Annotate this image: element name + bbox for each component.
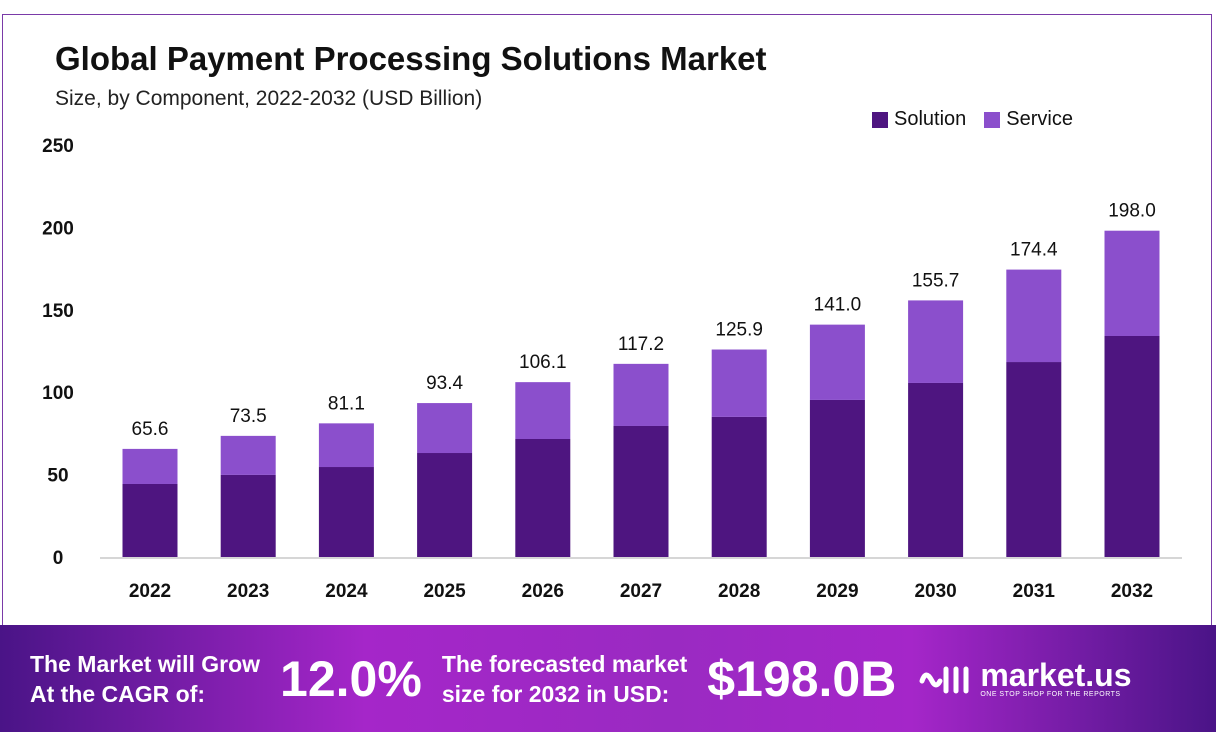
x-tick-label: 2027	[620, 581, 662, 602]
y-tick-label: 50	[47, 466, 68, 487]
y-tick-label: 200	[42, 218, 74, 239]
bar-solution	[809, 399, 865, 557]
legend: Solution Service	[872, 108, 1073, 131]
bar-service	[613, 363, 669, 426]
total-label: 117.2	[618, 334, 664, 355]
legend-item-solution: Solution	[872, 108, 966, 131]
x-tick-label: 2032	[1111, 581, 1153, 602]
total-label: 174.4	[1010, 240, 1058, 261]
footer-banner: The Market will Grow At the CAGR of: 12.0…	[0, 625, 1216, 732]
legend-label: Solution	[894, 108, 967, 130]
x-tick-label: 2029	[816, 581, 858, 602]
cagr-label-line: At the CAGR of:	[30, 680, 206, 707]
x-tick-label: 2025	[423, 581, 466, 602]
bar-service	[417, 403, 473, 454]
y-tick-label: 150	[42, 301, 74, 322]
bar-solution	[318, 467, 374, 557]
x-tick-label: 2026	[522, 581, 564, 602]
bar-service	[908, 300, 964, 383]
forecast-label: The forecasted market size for 2032 in US…	[442, 649, 687, 709]
bar-solution	[122, 483, 178, 557]
x-tick-label: 2024	[325, 581, 368, 602]
logo-icon	[919, 666, 969, 693]
cagr-label: The Market will Grow At the CAGR of:	[30, 649, 260, 709]
cagr-label-line: The Market will Grow	[30, 650, 261, 677]
legend-label: Service	[1006, 108, 1073, 130]
legend-item-service: Service	[984, 108, 1073, 131]
total-label: 73.5	[230, 406, 267, 427]
forecast-label-line: size for 2032 in USD:	[441, 680, 670, 707]
total-label: 155.7	[912, 270, 960, 291]
forecast-label-line: The forecasted market	[441, 650, 688, 677]
bar-solution	[1006, 362, 1062, 557]
cagr-value: 12.0%	[280, 650, 422, 707]
y-tick-label: 250	[42, 136, 74, 157]
bar-service	[1006, 269, 1062, 363]
total-label: 198.0	[1108, 201, 1156, 222]
total-label: 81.1	[328, 393, 365, 414]
x-tick-label: 2030	[914, 581, 956, 602]
x-tick-label: 2022	[129, 581, 171, 602]
bar-solution	[1104, 336, 1160, 557]
forecast-value: $198.0B	[707, 650, 897, 707]
total-label: 106.1	[519, 352, 567, 373]
bar-service	[122, 448, 178, 484]
bar-solution	[220, 474, 276, 557]
bar-solution	[613, 425, 669, 557]
total-label: 65.6	[132, 419, 169, 440]
bar-solution	[711, 416, 767, 557]
total-label: 93.4	[426, 373, 463, 394]
bar-service	[711, 349, 767, 417]
bar-service	[809, 324, 865, 400]
bar-solution	[515, 439, 571, 557]
bar-service	[220, 435, 276, 475]
y-tick-label: 100	[42, 383, 74, 404]
total-label: 141.0	[814, 295, 862, 316]
legend-swatch	[984, 111, 1001, 128]
x-tick-label: 2023	[227, 581, 269, 602]
total-label: 125.9	[715, 320, 763, 341]
chart-subtitle: Size, by Component, 2022-2032 (USD Billi…	[55, 87, 483, 110]
bar-service	[1104, 230, 1160, 337]
bar-chart: 0 50 100 150 200 250 65.6 2022 73.5 2023 81.1 2024 9…	[42, 136, 1182, 602]
logo-tagline: ONE STOP SHOP FOR THE REPORTS	[980, 691, 1121, 698]
chart-title: Global Payment Processing Solutions Mark…	[55, 40, 767, 77]
legend-swatch	[872, 111, 888, 128]
market-us-logo: market.us ONE STOP SHOP FOR THE REPORTS	[916, 657, 1132, 698]
x-tick-label: 2028	[718, 581, 760, 602]
y-tick-label: 0	[53, 548, 64, 569]
bar-solution	[908, 382, 964, 557]
bar-service	[318, 423, 374, 468]
bar-service	[515, 382, 571, 440]
logo-name: market.us	[980, 657, 1132, 693]
bar-solution	[417, 453, 473, 557]
x-tick-label: 2031	[1013, 581, 1056, 602]
